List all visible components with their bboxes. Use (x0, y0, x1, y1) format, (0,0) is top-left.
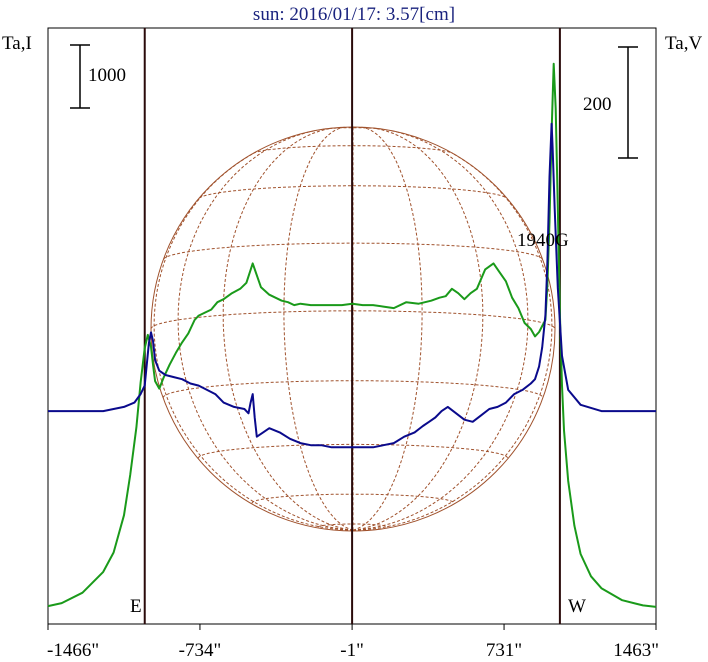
longitude-line (283, 126, 354, 531)
right-scale-bar (618, 46, 638, 159)
east-label: E (130, 596, 142, 617)
x-tick-label: -1" (340, 640, 364, 661)
left-scale-bar-label: 1000 (88, 65, 126, 86)
right-axis-label: Ta,V (665, 33, 702, 54)
x-tick-label: 1463" (613, 640, 659, 661)
longitude-line (222, 127, 354, 531)
longitude-line (352, 127, 484, 531)
longitude-line (352, 129, 529, 531)
west-label: W (568, 596, 586, 617)
left-scale-bar (70, 44, 90, 109)
chart-title: sun: 2016/01/17: 3.57[cm] (253, 4, 455, 25)
right-scale-bar-label: 200 (583, 94, 612, 115)
x-axis-ticks: -1466" -734" -1" 731" 1463" (47, 624, 659, 661)
longitude-line (177, 129, 354, 531)
longitude-line (153, 152, 354, 531)
x-tick-label: 731" (486, 640, 522, 661)
longitude-line (352, 126, 423, 531)
vertical-reference-lines (143, 28, 561, 624)
solar-disk-grid (150, 126, 556, 532)
latitude-line (323, 127, 383, 130)
series-line-ta-v (48, 122, 656, 449)
x-tick-label: -1466" (47, 640, 99, 661)
x-tick-label: -734" (179, 640, 222, 661)
active-region-annotation: 1940G (517, 230, 569, 251)
data-series (47, 62, 657, 608)
longitude-line (352, 152, 553, 531)
left-axis-label: Ta,I (2, 33, 32, 54)
